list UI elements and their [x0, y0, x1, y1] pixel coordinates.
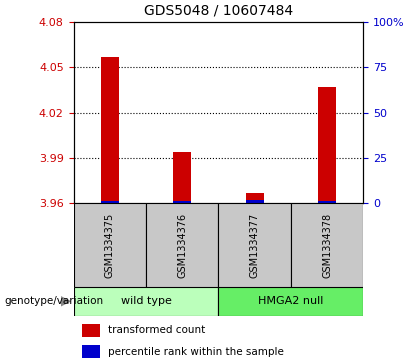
- Bar: [318, 87, 336, 203]
- Bar: [101, 57, 119, 203]
- Bar: [74, 287, 218, 316]
- Text: GSM1334377: GSM1334377: [249, 212, 260, 278]
- Bar: [246, 200, 264, 203]
- Bar: [318, 200, 336, 203]
- Bar: [291, 203, 363, 287]
- Text: percentile rank within the sample: percentile rank within the sample: [108, 347, 284, 357]
- Bar: [173, 152, 191, 203]
- Bar: [146, 203, 218, 287]
- Text: HMGA2 null: HMGA2 null: [258, 296, 323, 306]
- Polygon shape: [61, 296, 71, 306]
- Bar: [218, 203, 291, 287]
- Text: transformed count: transformed count: [108, 326, 205, 335]
- Text: GSM1334378: GSM1334378: [322, 212, 332, 278]
- Text: wild type: wild type: [121, 296, 171, 306]
- Bar: [246, 193, 264, 203]
- Bar: [82, 324, 100, 337]
- Text: GSM1334376: GSM1334376: [177, 212, 187, 278]
- Bar: [101, 200, 119, 203]
- Bar: [173, 200, 191, 203]
- Text: GSM1334375: GSM1334375: [105, 212, 115, 278]
- Text: genotype/variation: genotype/variation: [4, 296, 103, 306]
- Bar: [218, 287, 363, 316]
- Bar: [82, 345, 100, 358]
- Title: GDS5048 / 10607484: GDS5048 / 10607484: [144, 4, 293, 18]
- Bar: [74, 203, 146, 287]
